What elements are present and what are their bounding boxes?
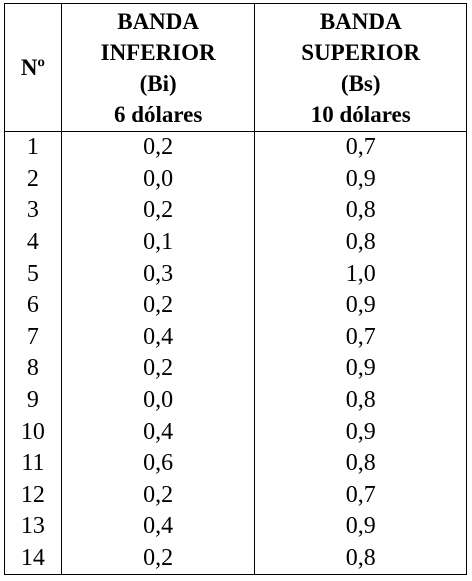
table-cell: 0,9	[254, 353, 467, 385]
table-body: 1 0,2 0,7 2 0,0 0,9 3 0,2 0,8 4 0,1 0,8 5 0,3 1,0 6 0,2 0…	[4, 131, 467, 575]
table-cell: 0,7	[254, 321, 467, 354]
table-row: 3 0,2 0,8	[4, 195, 467, 227]
table-cell: 1,0	[254, 258, 467, 290]
table-cell: 0,2	[60, 131, 256, 164]
table-cell: 0,4	[60, 321, 256, 354]
table-cell: 0,0	[60, 163, 256, 196]
table-row: 5 0,3 1,0	[4, 258, 467, 290]
header-line: INFERIOR	[100, 39, 216, 65]
header-row: Nº BANDA INFERIOR (Bi) 6 dólares BANDA SUPERIO…	[4, 3, 467, 132]
table-cell: 0,8	[254, 447, 467, 480]
table-cell: 0,8	[254, 384, 467, 417]
table-cell: 3	[4, 195, 62, 227]
table-row: 6 0,2 0,9	[4, 289, 467, 322]
table-cell: 12	[4, 479, 62, 512]
table-cell: 0,2	[60, 289, 256, 322]
table-header: Nº BANDA INFERIOR (Bi) 6 dólares BANDA SUPERIO…	[4, 3, 467, 132]
data-table: Nº BANDA INFERIOR (Bi) 6 dólares BANDA SUPERIO…	[4, 3, 467, 576]
table-cell: 2	[4, 163, 62, 196]
table-cell: 0,1	[60, 226, 256, 259]
table-cell: 0,6	[60, 447, 256, 480]
header-line: (Bi)	[139, 70, 177, 96]
table-cell: 0,9	[254, 163, 467, 196]
table-cell: 11	[4, 447, 62, 480]
header-line: (Bs)	[340, 70, 381, 96]
table-cell: 7	[4, 321, 62, 354]
table-cell: 0,9	[254, 511, 467, 543]
table-cell: 8	[4, 353, 62, 385]
table-row: 4 0,1 0,8	[4, 226, 467, 259]
table-cell: 6	[4, 289, 62, 322]
header-cell: BANDA SUPERIOR (Bs) 10 dólares	[254, 3, 467, 132]
header-line: BANDA	[319, 8, 402, 34]
table-cell: 0,3	[60, 258, 256, 290]
table-row: 14 0,2 0,8	[4, 542, 467, 575]
table-cell: 0,8	[254, 226, 467, 259]
table-cell: 0,2	[60, 353, 256, 385]
table-row: 2 0,0 0,9	[4, 163, 467, 196]
header-line: 6 dólares	[113, 101, 203, 127]
table-cell: 0,9	[254, 416, 467, 448]
table-cell: 0,7	[254, 479, 467, 512]
table-cell: 9	[4, 384, 62, 417]
table-cell: 0,0	[60, 384, 256, 417]
table-cell: 0,9	[254, 289, 467, 322]
table-cell: 0,4	[60, 416, 256, 448]
table-cell: 4	[4, 226, 62, 259]
table-cell: 0,2	[60, 479, 256, 512]
header-line: 10 dólares	[310, 101, 411, 127]
table-cell: 0,2	[60, 195, 256, 227]
table-row: 7 0,4 0,7	[4, 321, 467, 354]
table-cell: 13	[4, 511, 62, 543]
table-row: 8 0,2 0,9	[4, 353, 467, 385]
header-cell: BANDA INFERIOR (Bi) 6 dólares	[60, 3, 256, 132]
table-cell: 14	[4, 542, 62, 575]
table-row: 13 0,4 0,9	[4, 511, 467, 543]
header-line: SUPERIOR	[301, 39, 421, 65]
table-row: 1 0,2 0,7	[4, 131, 467, 164]
table-cell: 0,7	[254, 131, 467, 164]
table-cell: 0,2	[60, 542, 256, 575]
table-cell: 1	[4, 131, 62, 164]
table-row: 9 0,0 0,8	[4, 384, 467, 417]
table-cell: 0,4	[60, 511, 256, 543]
table-row: 12 0,2 0,7	[4, 479, 467, 512]
table-row: 11 0,6 0,8	[4, 447, 467, 480]
table-cell: 5	[4, 258, 62, 290]
table-cell: 0,8	[254, 542, 467, 575]
header-line: BANDA	[117, 8, 200, 34]
header-cell: Nº	[4, 3, 62, 132]
table-cell: 0,8	[254, 195, 467, 227]
table-row: 10 0,4 0,9	[4, 416, 467, 448]
table-cell: 10	[4, 416, 62, 448]
